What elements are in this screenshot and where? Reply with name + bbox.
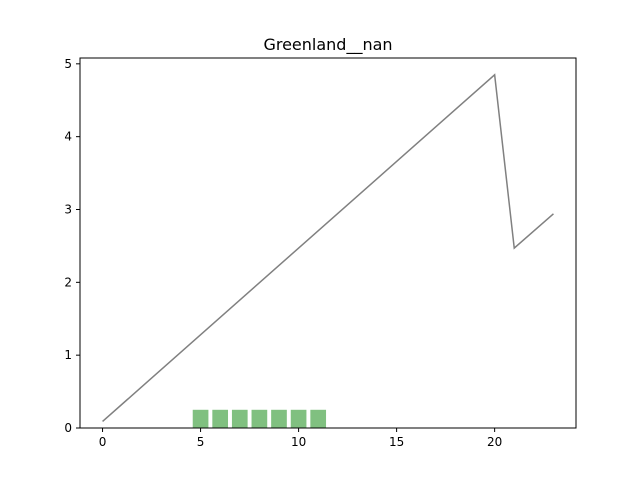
x-tick-label: 10 (291, 435, 306, 449)
bar (231, 409, 248, 428)
bar (290, 409, 307, 428)
x-tick-label: 20 (487, 435, 502, 449)
chart-title: Greenland__nan (263, 35, 392, 55)
y-axis: 0 1 2 3 4 5 (64, 57, 80, 435)
bar (310, 409, 327, 428)
axes-frame (79, 57, 577, 429)
x-tick-label: 0 (99, 435, 107, 449)
plot-area (102, 73, 554, 428)
x-axis: 0 5 10 15 20 (99, 428, 502, 449)
bar (251, 409, 268, 428)
y-tick-label: 3 (64, 202, 72, 216)
y-tick-label: 5 (64, 57, 72, 71)
y-tick-label: 4 (64, 130, 72, 144)
bar (192, 409, 209, 428)
y-tick-label: 2 (64, 275, 72, 289)
bar (271, 409, 287, 428)
x-tick-label: 5 (197, 435, 205, 449)
series-line (102, 73, 554, 423)
y-tick-label: 0 (64, 421, 72, 435)
bar (212, 409, 229, 428)
y-tick-label: 1 (64, 348, 72, 362)
x-tick-label: 15 (389, 435, 404, 449)
